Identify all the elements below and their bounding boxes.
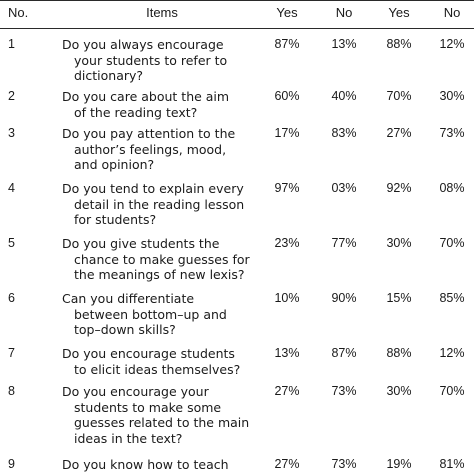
header-rule <box>0 28 474 29</box>
row-1-no-2: 12% <box>439 37 465 51</box>
row-2-line-1: Do you care about the aim <box>62 89 230 104</box>
row-5-no: 5 <box>8 236 15 250</box>
row-9-yes-2: 19% <box>386 457 412 471</box>
row-4-no-1: 03% <box>331 181 357 195</box>
row-3-line-1: Do you pay attention to the <box>62 126 236 141</box>
header-no-2: No <box>443 5 461 20</box>
row-1-line-3: dictionary? <box>74 68 144 83</box>
row-3-no: 3 <box>8 126 15 140</box>
row-7-line-1: Do you encourage students <box>62 346 235 361</box>
row-4-line-3: for students? <box>74 212 157 227</box>
row-2-yes-2: 70% <box>386 89 412 103</box>
row-1-no-1: 13% <box>331 37 357 51</box>
row-1-no: 1 <box>8 37 15 51</box>
header-yes-2: Yes <box>388 5 410 20</box>
row-8-yes-2: 30% <box>386 384 412 398</box>
row-1-line-1: Do you always encourage <box>62 37 224 52</box>
row-3-line-3: and opinion? <box>74 157 155 172</box>
row-5-yes-2: 30% <box>386 236 412 250</box>
header-yes-1: Yes <box>276 5 298 20</box>
row-1-item: Do you always encourage your students to… <box>62 37 262 84</box>
row-6-no-2: 85% <box>439 291 465 305</box>
row-4-yes-2: 92% <box>386 181 412 195</box>
header-items: Items <box>146 5 178 20</box>
row-6-yes-2: 15% <box>386 291 412 305</box>
row-8-line-3: guesses related to the main <box>74 415 250 430</box>
row-7-item: Do you encourage students to elicit idea… <box>62 346 262 377</box>
row-5-item: Do you give students the chance to make … <box>62 236 262 283</box>
row-2-yes-1: 60% <box>274 89 300 103</box>
row-2-no: 2 <box>8 89 15 103</box>
row-7-yes-2: 88% <box>386 346 412 360</box>
row-7-no-2: 12% <box>439 346 465 360</box>
row-8-no: 8 <box>8 384 15 398</box>
row-2-item: Do you care about the aim of the reading… <box>62 89 262 120</box>
row-6-yes-1: 10% <box>274 291 300 305</box>
row-3-yes-2: 27% <box>386 126 412 140</box>
row-8-yes-1: 27% <box>274 384 300 398</box>
row-8-line-1: Do you encourage your <box>62 384 209 399</box>
row-5-line-2: chance to make guesses for <box>74 251 250 267</box>
row-2-line-2: of the reading text? <box>74 104 198 120</box>
row-1-yes-2: 88% <box>386 37 412 51</box>
row-5-line-1: Do you give students the <box>62 236 220 251</box>
row-9-line-1: Do you know how to teach <box>62 457 229 472</box>
row-7-no: 7 <box>8 346 15 360</box>
row-3-line-2: author’s feelings, mood, <box>74 141 227 157</box>
row-9-yes-1: 27% <box>274 457 300 471</box>
row-3-no-1: 83% <box>331 126 357 140</box>
row-1-yes-1: 87% <box>274 37 300 51</box>
row-6-no-1: 90% <box>331 291 357 305</box>
row-8-no-1: 73% <box>331 384 357 398</box>
row-6-line-1: Can you differentiate <box>62 291 195 306</box>
row-6-no: 6 <box>8 291 15 305</box>
row-4-line-2: detail in the reading lesson <box>74 196 245 212</box>
row-9-item: Do you know how to teach <box>62 457 262 473</box>
row-6-line-3: top–down skills? <box>74 322 176 337</box>
header-no: No. <box>8 5 29 20</box>
row-3-no-2: 73% <box>439 126 465 140</box>
row-2-no-2: 30% <box>439 89 465 103</box>
row-7-no-1: 87% <box>331 346 357 360</box>
row-6-item: Can you differentiate between bottom–up … <box>62 291 262 338</box>
header-no-1: No <box>335 5 353 20</box>
row-4-item: Do you tend to explain every detail in t… <box>62 181 262 228</box>
row-3-yes-1: 17% <box>274 126 300 140</box>
row-5-no-1: 77% <box>331 236 357 250</box>
row-4-no-2: 08% <box>439 181 465 195</box>
row-4-yes-1: 97% <box>274 181 300 195</box>
row-7-line-2: to elicit ideas themselves? <box>74 361 241 377</box>
row-8-item: Do you encourage your students to make s… <box>62 384 262 446</box>
row-4-no: 4 <box>8 181 15 195</box>
row-5-no-2: 70% <box>439 236 465 250</box>
row-6-line-2: between bottom–up and <box>74 306 227 322</box>
row-2-no-1: 40% <box>331 89 357 103</box>
row-9-no-1: 73% <box>331 457 357 471</box>
row-3-item: Do you pay attention to the author’s fee… <box>62 126 262 173</box>
row-9-no-2: 81% <box>439 457 465 471</box>
row-9-no: 9 <box>8 457 15 471</box>
row-5-yes-1: 23% <box>274 236 300 250</box>
row-5-line-3: the meanings of new lexis? <box>74 267 245 282</box>
row-8-line-2: students to make some <box>74 399 222 415</box>
top-rule <box>0 0 474 1</box>
row-7-yes-1: 13% <box>274 346 300 360</box>
row-8-line-4: ideas in the text? <box>74 430 183 446</box>
row-4-line-1: Do you tend to explain every <box>62 181 244 196</box>
row-1-line-2: your students to refer to <box>74 52 228 68</box>
row-8-no-2: 70% <box>439 384 465 398</box>
